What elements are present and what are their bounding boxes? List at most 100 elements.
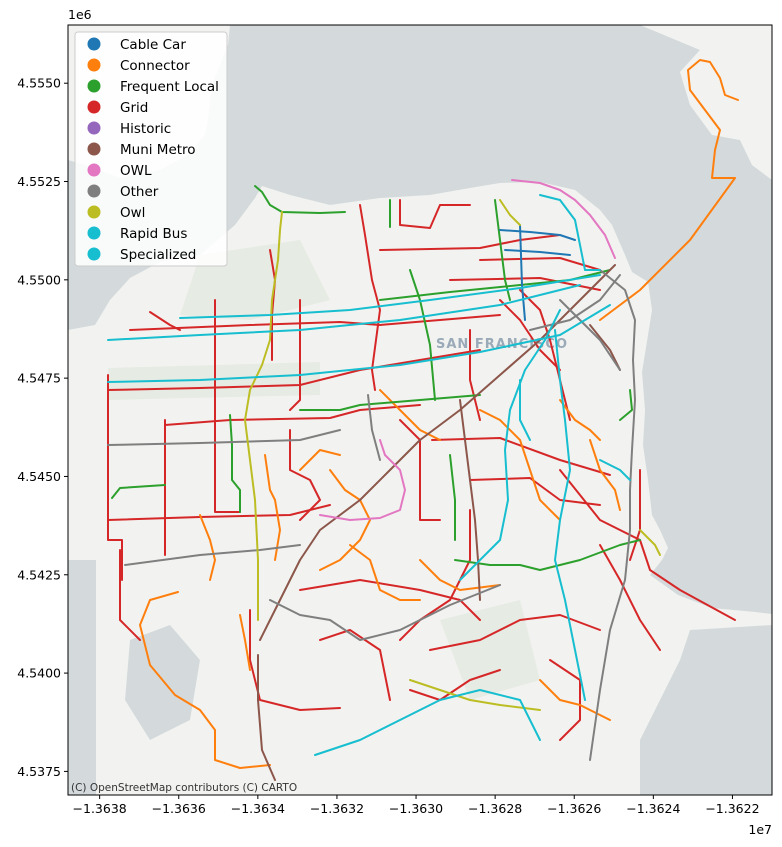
route-grid xyxy=(519,289,571,421)
route-owl xyxy=(639,529,661,556)
route-owl xyxy=(409,679,541,711)
route-frequent-local xyxy=(454,539,641,571)
legend-box xyxy=(74,31,228,267)
route-rapid-bus xyxy=(107,304,611,383)
route-grid xyxy=(431,437,611,476)
route-other xyxy=(559,299,621,371)
legend-label: Connector xyxy=(120,58,190,74)
legend-label: Muni Metro xyxy=(120,142,196,158)
route-connector xyxy=(349,544,421,601)
route-rapid-bus xyxy=(539,194,601,271)
y-tick-label: 4.5500 xyxy=(17,272,61,287)
route-frequent-local xyxy=(111,484,166,499)
route-frequent-local xyxy=(229,414,241,513)
transit-routes xyxy=(107,59,739,781)
route-grid xyxy=(299,579,481,621)
route-grid xyxy=(409,669,501,701)
y-tick-label: 4.5450 xyxy=(17,469,61,484)
legend-marker xyxy=(87,142,101,156)
route-grid xyxy=(399,199,471,229)
legend-marker xyxy=(87,184,101,198)
route-grid xyxy=(119,549,141,641)
legend-label: Other xyxy=(120,184,159,200)
route-other xyxy=(367,394,381,461)
attribution-text: (C) OpenStreetMap contributors (C) CARTO xyxy=(71,782,297,794)
route-other xyxy=(124,544,301,566)
y-scale-label: 1e6 xyxy=(68,7,92,22)
legend-label: Owl xyxy=(120,205,145,221)
route-grid xyxy=(359,204,381,391)
route-connector xyxy=(239,614,251,671)
x-tick-label: −1.3630 xyxy=(389,801,443,816)
route-grid xyxy=(164,404,421,426)
x-axis: −1.3638 −1.3636 −1.3634 −1.3632 −1.3630 −1.36… xyxy=(73,795,760,816)
route-other xyxy=(107,429,341,446)
route-grid xyxy=(319,629,391,701)
x-tick-label: −1.3628 xyxy=(468,801,522,816)
route-connector xyxy=(559,399,601,441)
land-bayshore-water xyxy=(640,625,772,795)
legend-label: Specialized xyxy=(120,247,196,263)
y-axis: 4.5375 4.5400 4.5425 4.5450 4.5475 4.5500 4.55… xyxy=(17,76,68,779)
y-tick-label: 4.5375 xyxy=(17,764,61,779)
x-tick-label: −1.3632 xyxy=(310,801,364,816)
land-ocean-west xyxy=(68,560,96,795)
route-frequent-local xyxy=(254,185,346,214)
route-grid xyxy=(469,329,481,421)
y-tick-label: 4.5550 xyxy=(17,76,61,91)
route-grid xyxy=(399,509,471,641)
legend-marker xyxy=(87,205,101,219)
x-scale-label: 1e7 xyxy=(748,822,772,837)
x-tick-label: −1.3634 xyxy=(231,801,285,816)
legend-label: OWL xyxy=(120,163,152,179)
route-connector xyxy=(139,591,271,769)
route-connector xyxy=(199,514,216,581)
route-frequent-local xyxy=(299,394,481,411)
route-connector xyxy=(539,679,611,721)
x-tick-label: −1.3622 xyxy=(705,801,759,816)
legend-label: Historic xyxy=(120,121,171,137)
y-tick-label: 4.5475 xyxy=(17,371,61,386)
route-frequent-local xyxy=(449,454,456,541)
route-grid xyxy=(469,477,601,506)
route-rapid-bus xyxy=(554,329,586,701)
legend-label: Rapid Bus xyxy=(120,226,187,242)
y-tick-label: 4.5525 xyxy=(17,174,61,189)
legend-marker xyxy=(87,79,101,93)
legend-label: Grid xyxy=(120,100,148,116)
y-tick-label: 4.5400 xyxy=(17,666,61,681)
route-owl xyxy=(319,439,406,521)
route-grid xyxy=(599,544,661,651)
route-cable-car xyxy=(499,229,576,241)
route-specialized xyxy=(599,459,631,481)
route-other xyxy=(529,274,621,331)
route-connector xyxy=(264,454,281,561)
route-grid xyxy=(499,299,561,371)
y-tick-label: 4.5425 xyxy=(17,567,61,582)
route-grid xyxy=(107,374,123,581)
route-connector xyxy=(299,449,341,471)
route-rapid-bus xyxy=(179,274,601,319)
route-owl xyxy=(511,179,616,259)
route-frequent-local xyxy=(409,269,436,401)
x-tick-label: −1.3638 xyxy=(73,801,127,816)
legend-marker xyxy=(87,37,101,51)
x-tick-label: −1.3624 xyxy=(626,801,680,816)
route-connector xyxy=(599,177,736,321)
route-connector xyxy=(687,59,739,179)
city-label: SAN FRANCISCO xyxy=(436,337,568,352)
route-frequent-local xyxy=(619,389,633,421)
route-grid xyxy=(559,469,736,621)
route-connector xyxy=(319,469,371,571)
route-grid xyxy=(269,249,276,361)
route-muni-metro xyxy=(259,264,616,641)
park-lake-merced xyxy=(125,625,200,740)
route-frequent-local xyxy=(379,269,611,301)
route-grid xyxy=(249,609,341,711)
route-cable-car xyxy=(504,249,571,256)
route-owl xyxy=(499,199,521,226)
route-rapid-bus xyxy=(459,309,561,581)
route-cable-car xyxy=(519,224,526,321)
legend: Cable Car Connector Frequent Local Grid Hist… xyxy=(74,31,228,267)
